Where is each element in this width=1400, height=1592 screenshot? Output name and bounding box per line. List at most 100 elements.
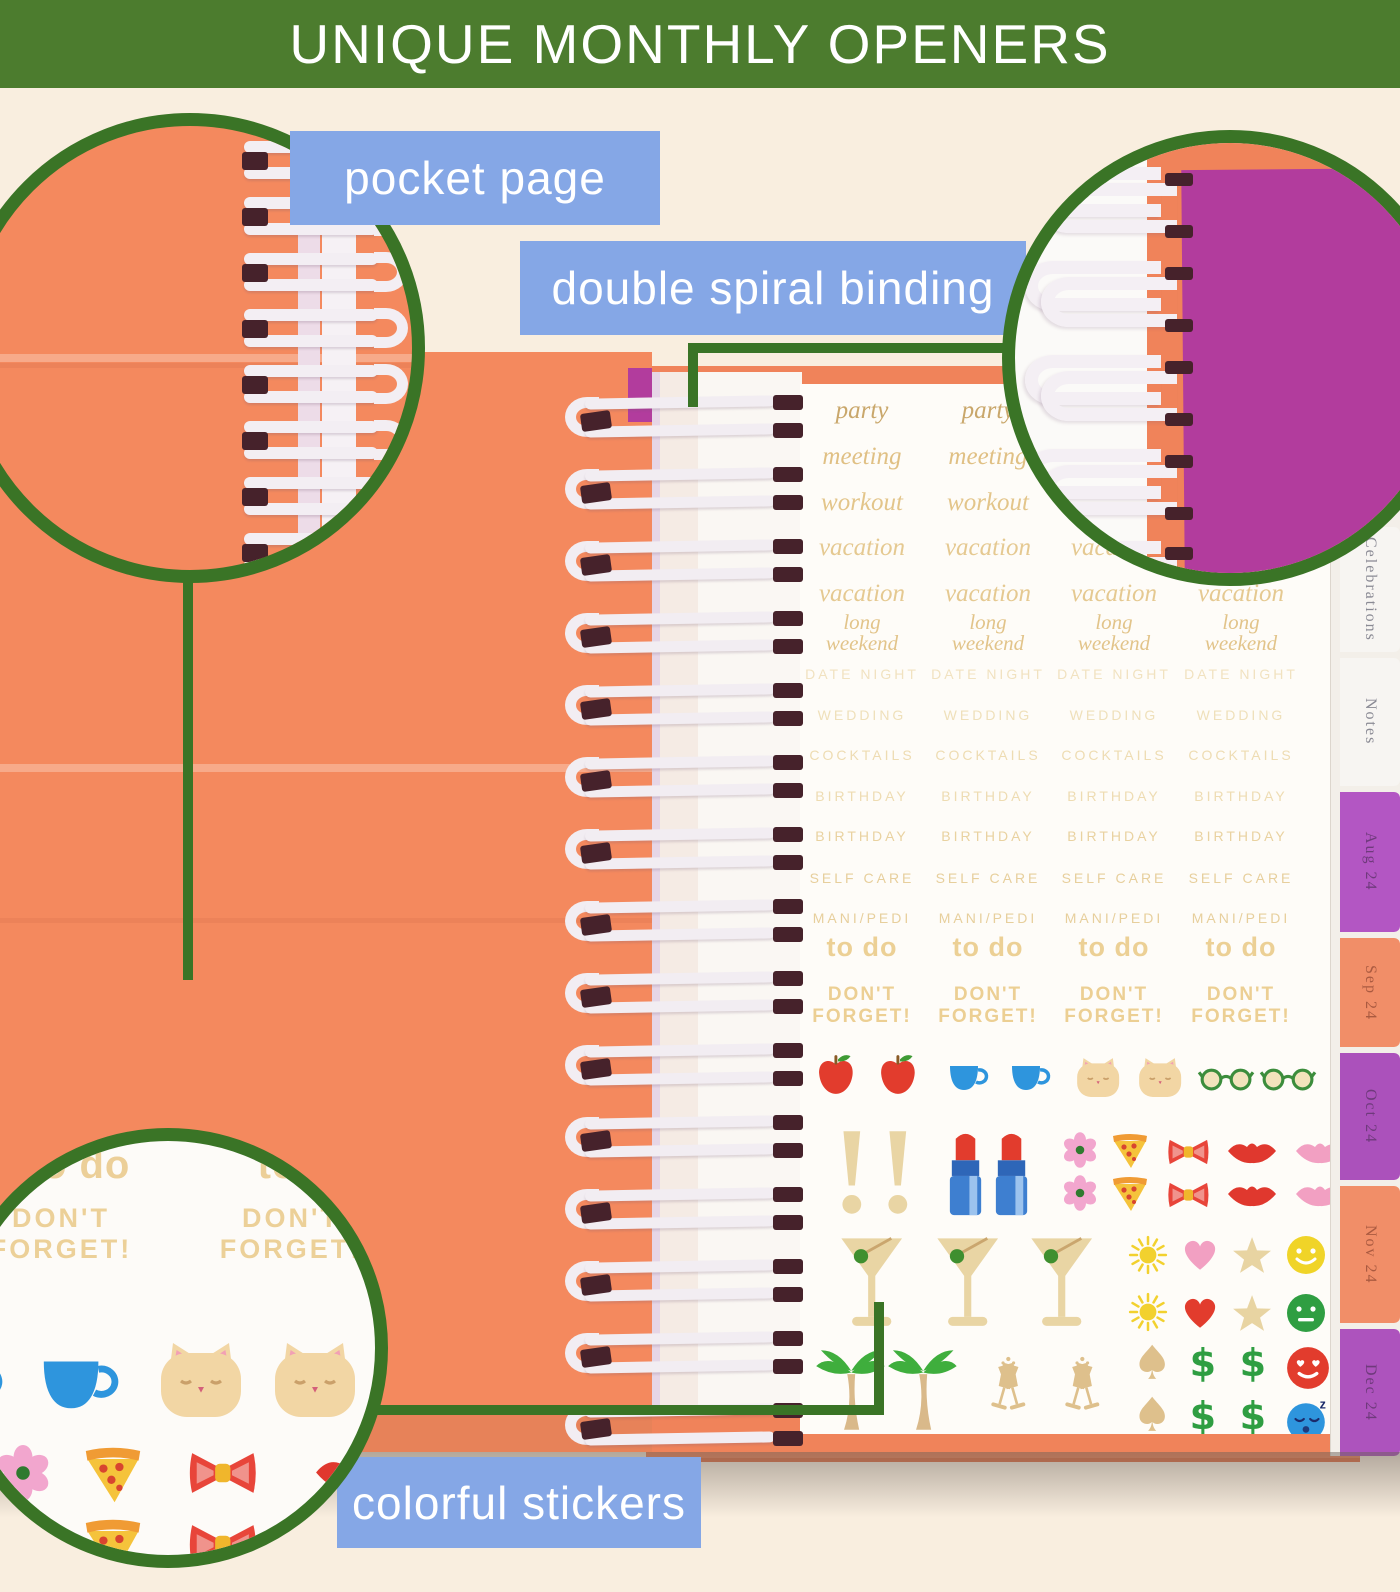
- spiral-coil: [565, 395, 803, 440]
- svg-text:z: z: [1320, 1397, 1326, 1411]
- cat-face-icon: [1136, 1056, 1184, 1098]
- gold-text-sticker: SELF CARE: [935, 870, 1041, 886]
- gold-text-sticker: SELF CARE: [1061, 870, 1167, 886]
- gold-text-sticker: WEDDING: [817, 707, 907, 723]
- glasses-icon: [1259, 1065, 1317, 1092]
- heart-pink-icon: [1179, 1234, 1221, 1274]
- dollar-icon: $: [1239, 1341, 1267, 1385]
- pizza-slice-icon: [1110, 1131, 1150, 1171]
- gold-text-sticker: DON'T FORGET!: [938, 984, 1038, 1027]
- martini-icon: [932, 1233, 1003, 1333]
- gold-text-sticker: vacation: [1070, 580, 1158, 607]
- tab-notes: Notes: [1340, 658, 1400, 786]
- gold-text-sticker: long weekend: [951, 610, 1025, 655]
- dont-forget-sticker-zoom: DON'T FORGET!: [0, 1203, 133, 1264]
- gold-text-sticker: COCKTAILS: [935, 747, 1041, 763]
- double-loop-zoom: [1025, 167, 1197, 249]
- gold-text-sticker: vacation: [818, 534, 906, 561]
- apple-icon: [877, 1052, 919, 1098]
- sleepy-emoji-icon: z: [1285, 1397, 1331, 1434]
- cat-face-icon: [269, 1339, 361, 1419]
- heart-red-icon: [1179, 1292, 1221, 1332]
- flower-icon: [0, 1443, 53, 1503]
- tab-label: Nov 24: [1362, 1224, 1379, 1285]
- coffee-cup-icon: [946, 1056, 990, 1096]
- pocket-crease-zoom: [0, 363, 412, 368]
- bow-icon: [1166, 1138, 1211, 1166]
- spiral-coil: [565, 611, 803, 656]
- callout-line-spiral-h: [688, 343, 1010, 353]
- flower-icon: [0, 1515, 53, 1555]
- sun-icon: [1127, 1234, 1169, 1276]
- spiral-coil-zoom: [242, 532, 412, 570]
- gold-text-sticker: long weekend: [1204, 610, 1278, 655]
- coffee-cup-icon: [0, 1342, 6, 1420]
- double-loop-zoom: [1025, 355, 1197, 437]
- gold-text-sticker: WEDDING: [1069, 707, 1159, 723]
- gold-text-sticker: DON'T FORGET!: [1064, 984, 1164, 1027]
- double-loop-zoom: [1025, 261, 1197, 343]
- gold-text-sticker: BIRTHDAY: [941, 828, 1035, 844]
- spiral-coil-zoom: [242, 364, 412, 408]
- gold-text-sticker: BIRTHDAY: [941, 788, 1035, 804]
- pizza-slice-icon: [81, 1515, 145, 1555]
- star-icon: [1231, 1235, 1273, 1275]
- pocket-crease: [0, 918, 652, 923]
- lipstick-icon: [990, 1129, 1033, 1219]
- spiral-coil: [565, 1187, 803, 1232]
- gold-text-sticker: BIRTHDAY: [1067, 828, 1161, 844]
- sun-icon: [1127, 1291, 1169, 1333]
- lipstick-icon: [944, 1129, 987, 1219]
- spiral-coil: [565, 539, 803, 584]
- bow-icon: [186, 1450, 260, 1496]
- palm-tree-icon: [885, 1347, 958, 1433]
- spade-icon: [1134, 1394, 1170, 1434]
- spiral-coil-zoom: [242, 476, 412, 520]
- spiral-coil: [565, 755, 803, 800]
- colorful-stickers-label: colorful stickers: [337, 1457, 701, 1548]
- spiral-coil: [565, 1331, 803, 1376]
- lips-red-icon: [313, 1523, 375, 1555]
- gold-text-sticker: MANI/PEDI: [938, 910, 1038, 926]
- double-loop-zoom: [1025, 541, 1197, 573]
- gold-text-sticker: SELF CARE: [1188, 870, 1294, 886]
- pocket-crease: [0, 764, 652, 772]
- gold-text-sticker: to do: [826, 932, 898, 962]
- gold-text-sticker: workout: [947, 489, 1029, 516]
- gold-text-sticker: WEDDING: [1196, 707, 1286, 723]
- gold-text-sticker: to do: [1078, 932, 1150, 962]
- callout-line-pocket: [183, 576, 193, 980]
- gold-text-sticker: DATE NIGHT: [1057, 666, 1171, 682]
- lips-pink-icon: [1294, 1137, 1338, 1167]
- pocket-crease-zoom: [0, 354, 412, 362]
- lips-red-icon: [313, 1451, 375, 1497]
- double-loop-zoom: [1025, 449, 1197, 531]
- callout-line-stickers-v: [874, 1302, 884, 1415]
- bow-icon: [186, 1522, 260, 1555]
- gold-text-sticker: MANI/PEDI: [812, 910, 912, 926]
- tab-label: Dec 24: [1362, 1363, 1379, 1422]
- gold-text-sticker: DATE NIGHT: [931, 666, 1045, 682]
- tab-dec-24: Dec 24: [1340, 1329, 1400, 1456]
- gold-text-sticker: meeting: [822, 443, 902, 470]
- dont-forget-sticker-zoom: DON'T FORGET!: [219, 1203, 363, 1264]
- gold-text-sticker: long weekend: [825, 610, 899, 655]
- double-spiral-binding-label: double spiral binding: [520, 241, 1026, 335]
- spiral-spine-gap: [652, 372, 802, 1408]
- colorful-stickers-label-text: colorful stickers: [352, 1476, 686, 1529]
- spiral-coil: [565, 683, 803, 728]
- gold-text-sticker: BIRTHDAY: [1194, 788, 1288, 804]
- tab-aug-24: Aug 24: [1340, 792, 1400, 932]
- gold-text-sticker: COCKTAILS: [1188, 747, 1294, 763]
- coffee-cup-icon: [36, 1342, 122, 1420]
- to-do-sticker-zoom: to do: [257, 1143, 361, 1187]
- spade-icon: [1134, 1342, 1170, 1382]
- gold-text-sticker: BIRTHDAY: [1067, 788, 1161, 804]
- cat-face-icon: [155, 1339, 247, 1419]
- magenta-page-notch: [628, 368, 652, 422]
- smiley-green-icon: [1286, 1293, 1326, 1333]
- lips-red-icon: [1226, 1180, 1278, 1210]
- gold-text-sticker: SELF CARE: [809, 870, 915, 886]
- lips-red-icon: [1226, 1137, 1278, 1167]
